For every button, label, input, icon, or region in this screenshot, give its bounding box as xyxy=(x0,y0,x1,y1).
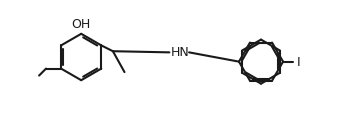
Text: I: I xyxy=(297,56,301,69)
Text: HN: HN xyxy=(171,45,189,58)
Text: OH: OH xyxy=(72,18,91,31)
